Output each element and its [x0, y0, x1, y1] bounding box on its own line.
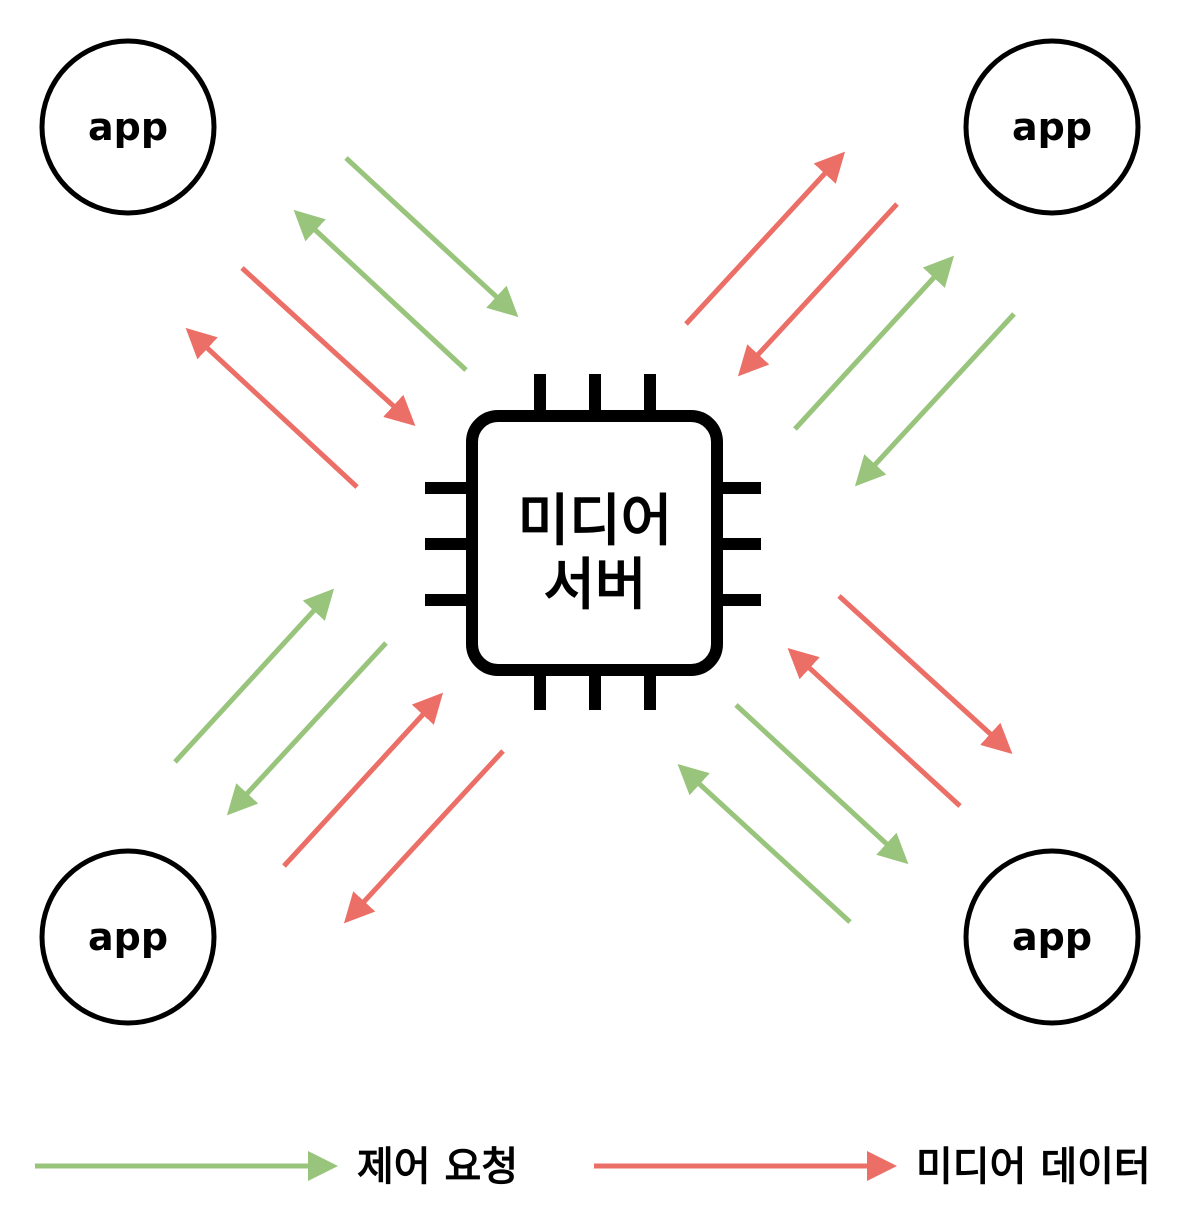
control-arrow — [793, 255, 955, 431]
app-node-top-left: app — [39, 38, 217, 216]
legend-media-label: 미디어 데이터 — [916, 1144, 1151, 1190]
app-node-circle — [963, 848, 1141, 1026]
app-node-label: app — [1012, 915, 1092, 959]
app-node-circle — [39, 848, 217, 1026]
server-label-line1: 미디어 — [518, 489, 673, 554]
app-node-circle — [39, 38, 217, 216]
app-node-circle — [963, 38, 1141, 216]
control-arrow — [677, 763, 852, 924]
media-server-chip: 미디어 서버 — [425, 374, 761, 710]
server-label-line2: 서버 — [543, 553, 646, 618]
app-node-label: app — [88, 915, 168, 959]
control-arrow — [734, 703, 909, 865]
legend-item-media: 미디어 데이터 — [594, 1144, 1151, 1190]
control-arrow — [173, 588, 335, 764]
app-node-bottom-right: app — [963, 848, 1141, 1026]
control-arrow — [854, 312, 1016, 487]
app-node-top-right: app — [963, 38, 1141, 216]
app-node-label: app — [1012, 105, 1092, 149]
chip-icon — [425, 374, 761, 710]
media-arrow — [240, 266, 416, 427]
media-arrow — [185, 327, 359, 489]
arrows-bottom-left — [173, 588, 505, 924]
media-arrow — [343, 749, 505, 924]
control-arrow — [344, 156, 519, 318]
arrows-top-left — [185, 156, 519, 489]
control-arrow — [226, 641, 388, 816]
app-node-bottom-left: app — [39, 848, 217, 1026]
legend-control-label: 제어 요청 — [357, 1144, 518, 1190]
legend: 제어 요청 미디어 데이터 — [35, 1144, 1151, 1190]
media-arrow — [787, 647, 962, 808]
media-arrow — [737, 202, 899, 377]
arrows-bottom-right — [677, 594, 1013, 924]
legend-item-control: 제어 요청 — [35, 1144, 518, 1190]
media-arrow — [684, 151, 846, 326]
media-arrow — [282, 692, 444, 868]
media-arrow — [837, 594, 1013, 755]
arrows-top-right — [684, 151, 1016, 487]
control-arrow — [293, 209, 468, 372]
chip-body — [466, 410, 723, 676]
app-node-label: app — [88, 105, 168, 149]
